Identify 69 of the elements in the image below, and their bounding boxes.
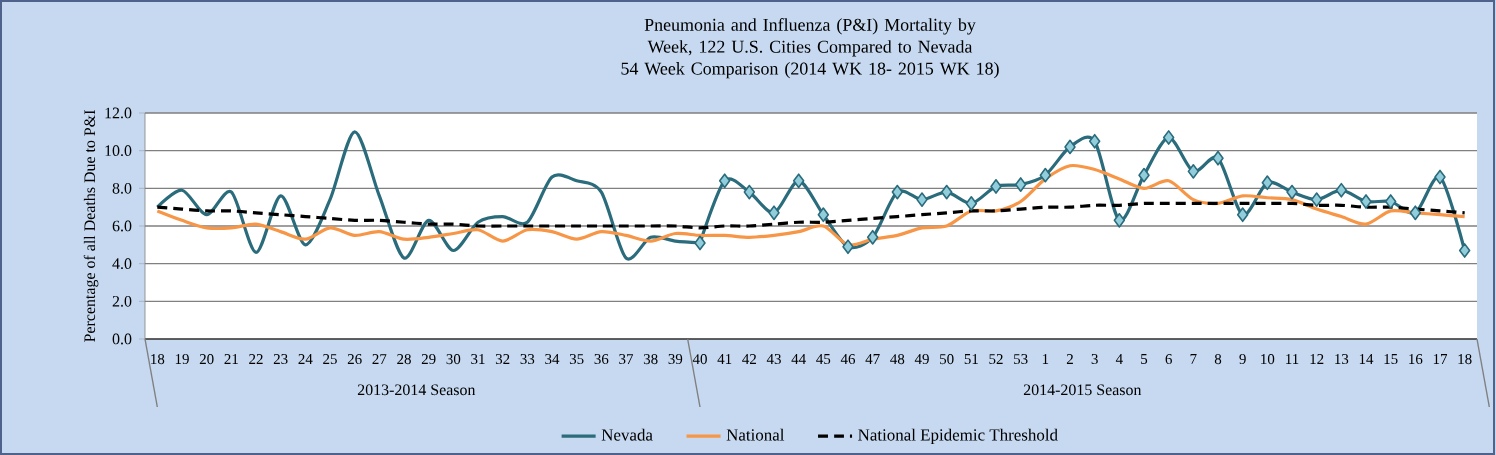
x-tick-label: 17 [1433,354,1448,364]
x-tick-label: 2 [1066,354,1073,364]
chart-subtitle: 54 Week Comparison (2014 WK 18- 2015 WK 18) [621,62,999,79]
x-tick-label: 5 [1141,354,1148,364]
x-tick-label: 31 [471,354,485,365]
x-tick-label: 19 [175,354,189,365]
y-tick-label: 4.0 [112,258,132,270]
x-tick-label: 15 [1384,354,1398,365]
x-tick-label: 16 [1409,354,1423,365]
x-tick-label: 39 [668,354,683,365]
x-tick-label: 46 [840,354,856,365]
x-tick-label: 53 [1014,354,1028,365]
legend-label: National Epidemic Threshold [858,428,1058,445]
x-tick-label: 35 [569,354,584,365]
x-tick-label: 18 [151,354,165,365]
x-tick-label: 23 [273,354,288,365]
legend-label: Nevada [601,428,653,441]
x-tick-label: 41 [717,354,732,364]
x-tick-label: 8 [1214,354,1222,365]
y-tick-label: 10.0 [105,145,132,157]
x-tick-label: 30 [446,354,461,365]
x-tick-label: 42 [742,354,756,364]
x-tick-label: 38 [643,354,658,365]
x-tick-label: 48 [890,354,905,365]
x-tick-label: 4 [1115,354,1123,364]
x-tick-label: 27 [372,354,387,364]
x-tick-label: 28 [397,354,411,365]
x-tick-label: 14 [1359,354,1374,364]
x-tick-label: 20 [199,354,214,365]
legend-label: National [726,428,785,441]
x-tick-label: 6 [1165,354,1172,365]
y-tick-label: 8.0 [112,182,132,194]
x-tick-label: 11 [1286,354,1299,364]
x-tick-label: 18 [1458,354,1472,365]
y-axis-title: Percentage of all Deaths Due to P&I [83,110,99,342]
x-tick-label: 9 [1239,354,1246,365]
x-tick-label: 47 [865,354,880,364]
x-tick-label: 12 [1310,354,1324,364]
x-tick-label: 32 [495,354,510,365]
x-tick-label: 21 [224,354,238,364]
x-tick-label: 45 [816,354,831,365]
x-tick-label: 29 [421,354,436,365]
x-tick-label: 22 [249,354,263,364]
y-tick-label: 12.0 [105,107,132,119]
x-tick-label: 51 [964,354,978,365]
x-tick-label: 3 [1091,354,1098,365]
x-tick-label: 1 [1042,354,1049,364]
x-tick-label: 50 [940,354,954,365]
x-tick-label: 13 [1335,354,1349,365]
x-tick-label: 36 [594,354,609,365]
text: 2013-2014 Season [357,384,476,396]
x-tick-label: 49 [914,354,929,365]
x-tick-label: 33 [520,354,535,365]
y-tick-label: 0.0 [112,333,132,345]
x-tick-label: 7 [1190,354,1197,364]
text: 2014-2015 Season [1023,384,1142,396]
y-tick-label: 2.0 [112,295,132,307]
x-tick-label: 25 [323,354,337,365]
x-tick-label: 37 [619,354,634,365]
x-tick-label: 10 [1261,354,1275,365]
x-tick-label: 34 [545,354,560,365]
x-tick-label: 52 [989,354,1003,365]
x-tick-label: 44 [791,354,806,364]
x-tick-label: 24 [298,354,313,364]
x-tick-label: 40 [692,354,707,365]
chart-title: Pneumonia and Influenza (P&I) Mortality by Week, 122 U.S. Cities Compared to Nevada [644,18,976,57]
y-tick-label: 6.0 [112,220,132,232]
x-tick-label: 26 [347,354,362,365]
x-tick-label: 43 [766,354,781,365]
